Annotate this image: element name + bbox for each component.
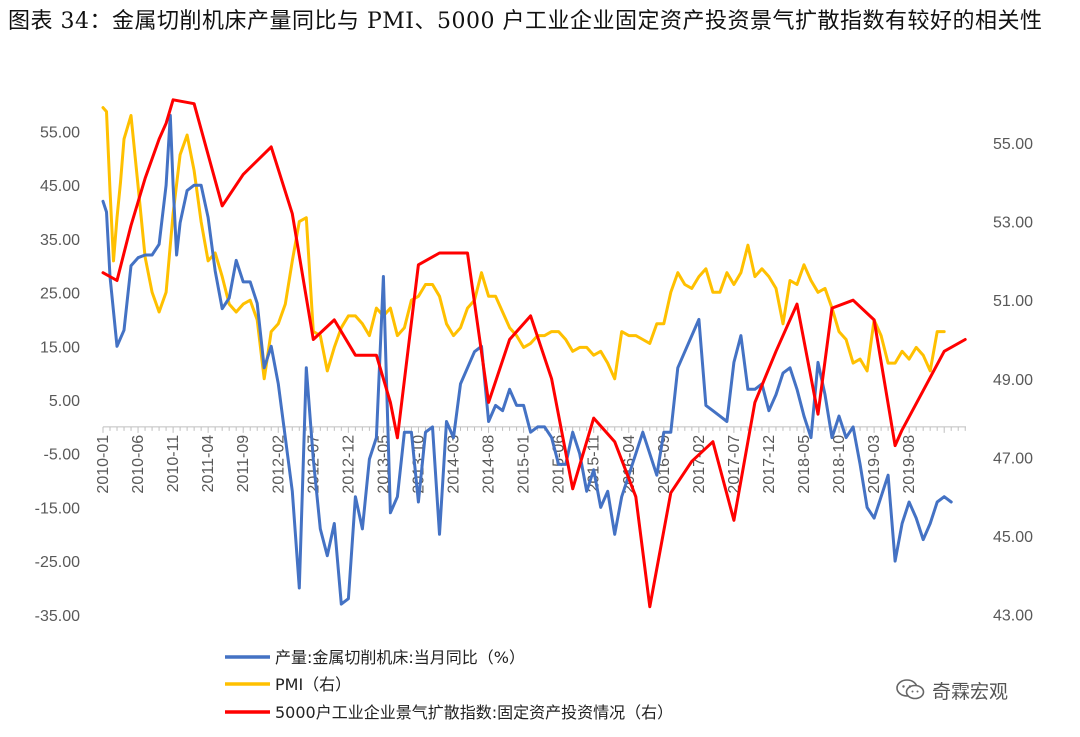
right-axis-tick-label: 43.00 xyxy=(993,608,1033,625)
legend-label: 产量:金属切削机床:当月同比（%） xyxy=(275,648,525,667)
left-axis-tick-label: 55.00 xyxy=(40,125,80,142)
left-axis-tick-label: 5.00 xyxy=(49,393,80,410)
right-axis-tick-label: 53.00 xyxy=(993,215,1033,232)
series-line-1 xyxy=(101,106,946,381)
legend-label: 5000户工业企业景气扩散指数:固定资产投资情况（右） xyxy=(275,703,673,722)
x-axis-tick-label: 2016-04 xyxy=(621,435,638,494)
left-axis-tick-label: 35.00 xyxy=(40,232,80,249)
left-axis-tick-label: 45.00 xyxy=(40,178,80,195)
left-y-axis: 55.00 45.00 35.00 25.00 15.00 5.00 -5.00 -15.00… xyxy=(35,125,80,625)
left-axis-tick-label: -25.00 xyxy=(35,554,80,571)
x-axis-tick-label: 2018-05 xyxy=(796,435,813,494)
watermark-text: 奇霖宏观 xyxy=(932,680,1009,703)
right-axis-tick-label: 47.00 xyxy=(993,450,1033,467)
left-axis-tick-label: -15.00 xyxy=(35,500,80,517)
series-layer xyxy=(101,98,967,609)
x-axis-tick-label: 2018-10 xyxy=(831,435,848,494)
x-axis-tick-label: 2019-08 xyxy=(901,435,918,494)
right-axis-tick-label: 51.00 xyxy=(993,293,1033,310)
x-axis-tick-label: 2017-12 xyxy=(761,435,778,494)
legend-label: PMI（右） xyxy=(275,675,351,694)
watermark: 奇霖宏观 xyxy=(896,677,1008,703)
x-axis-tick-label: 2019-03 xyxy=(866,435,883,494)
x-axis: 2010-01 2010-06 2010-11 2011-04 2011-09 2012-… xyxy=(95,426,966,494)
series-line-0 xyxy=(101,113,953,606)
x-axis-tick-label: 2011-04 xyxy=(200,435,217,493)
legend: 产量:金属切削机床:当月同比（%） PMI（右） 5000户工业企业景气扩散指数:固… xyxy=(225,648,673,722)
x-axis-tick-label: 2010-01 xyxy=(95,435,112,494)
right-axis-tick-label: 49.00 xyxy=(993,372,1033,389)
x-axis-tick-label: 2011-09 xyxy=(235,435,252,493)
x-axis-tick-label: 2015-01 xyxy=(516,435,533,494)
left-axis-tick-label: -5.00 xyxy=(44,447,81,464)
right-axis-tick-label: 55.00 xyxy=(993,136,1033,153)
right-axis-tick-label: 45.00 xyxy=(993,529,1033,546)
right-y-axis: 55.00 53.00 51.00 49.00 47.00 45.00 43.00 xyxy=(993,136,1033,625)
wechat-icon xyxy=(896,679,925,700)
series-line-2 xyxy=(101,98,967,609)
x-axis-tick-label: 2010-11 xyxy=(165,435,182,493)
x-axis-tick-label: 2014-03 xyxy=(446,435,463,494)
x-axis-tick-label: 2012-02 xyxy=(270,435,287,494)
x-axis-tick-label: 2010-06 xyxy=(130,435,147,494)
x-axis-tick-label: 2012-12 xyxy=(340,435,357,494)
left-axis-tick-label: 15.00 xyxy=(40,339,80,356)
x-axis-tick-label: 2017-07 xyxy=(726,435,743,494)
left-axis-tick-label: 25.00 xyxy=(40,286,80,303)
x-axis-tick-label: 2017-02 xyxy=(691,435,708,494)
left-axis-tick-label: -35.00 xyxy=(35,608,80,625)
x-axis-tick-label: 2014-08 xyxy=(481,435,498,494)
page-title: 图表 34：金属切削机床产量同比与 PMI、5000 户工业企业固定资产投资景气… xyxy=(8,9,1043,34)
